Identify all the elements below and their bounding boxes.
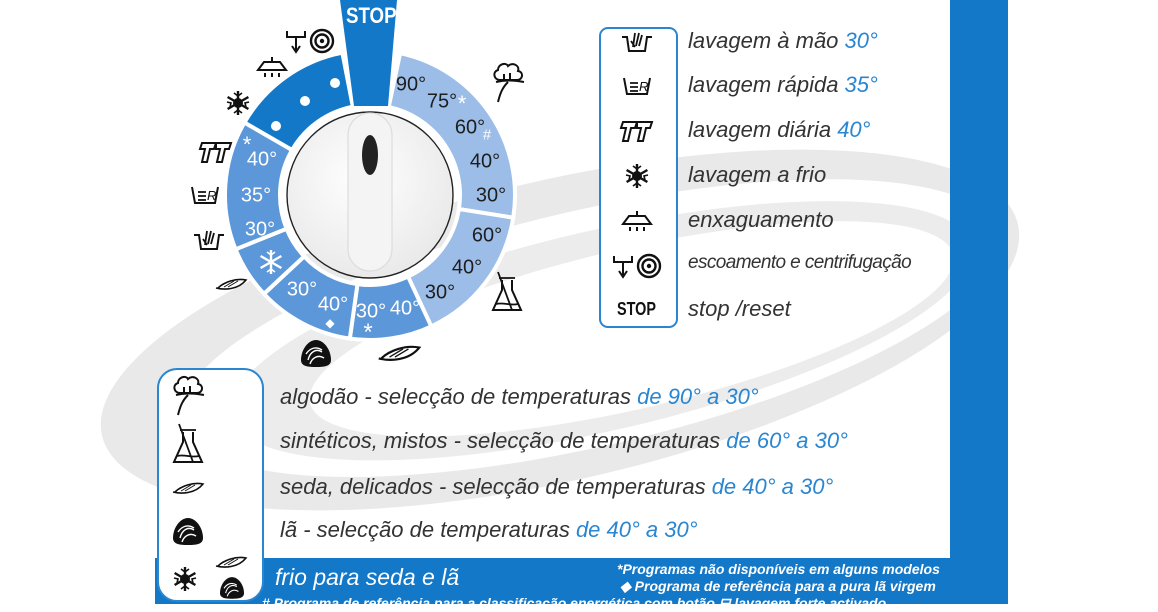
flask-icon <box>490 270 524 321</box>
note-asterisk: *Programas não disponíveis em alguns mod… <box>617 561 940 577</box>
dial-stop-label: STOP <box>346 3 397 28</box>
asterisk-mark: * <box>242 132 252 157</box>
program-temp: 30° <box>844 28 878 53</box>
program-label: lavagem rápida 35° <box>688 72 878 98</box>
dial-temp: 40° <box>469 150 501 173</box>
program-label: escoamento e centrifugação <box>688 252 912 274</box>
note-hash-text: # Programa de referência para a classifi… <box>262 595 715 611</box>
fabric-name: sintéticos, mistos - selecção de tempera… <box>280 428 727 453</box>
wool-icon <box>172 516 204 551</box>
fabric-name: lã - selecção de temperaturas <box>280 517 576 542</box>
fabric-range: de 40° a 30° <box>711 474 834 499</box>
program-temp: 35° <box>844 72 878 97</box>
feather-icon <box>214 554 248 575</box>
dial-temp: 40° <box>246 148 278 171</box>
program-name: stop /reset <box>688 296 791 321</box>
daily-wash-icon <box>198 140 234 169</box>
footer-bar <box>155 558 1008 604</box>
program-name: lavagem a frio <box>688 162 827 187</box>
stop-segment[interactable] <box>340 0 397 106</box>
dial-temp: 30° <box>355 300 387 323</box>
dial-temp: 40° <box>317 293 349 316</box>
svg-text:R: R <box>639 79 648 94</box>
dial-temp: 30° <box>244 218 276 241</box>
asterisk-mark: * <box>457 91 467 116</box>
step-dot <box>330 78 340 88</box>
dial-temp: 30° <box>475 184 507 207</box>
fabric-name: seda, delicados - selecção de temperatur… <box>280 474 712 499</box>
step-dot <box>271 121 281 131</box>
dial-temp: 90° <box>395 73 427 96</box>
rapid-wash-icon: R <box>622 76 652 101</box>
program-name: lavagem à mão <box>688 28 845 53</box>
cold-silk-wool-label: frio para seda e lã <box>275 564 460 590</box>
dial-temp: 60° <box>454 116 486 139</box>
note-hash-text-end: lavagem forte activado <box>734 595 887 611</box>
rinse-icon <box>620 209 654 238</box>
daily-wash-icon <box>619 119 655 148</box>
dial-temp: 40° <box>451 256 483 279</box>
hand-wash-icon <box>620 29 654 60</box>
svg-text:R: R <box>207 188 216 203</box>
cotton-icon <box>170 373 206 422</box>
stop-icon: STOP <box>617 299 656 319</box>
fabric-legend-box <box>157 368 264 602</box>
diamond-mark: ◆ <box>325 316 335 330</box>
wool-icon <box>300 338 332 373</box>
note-diamond: ◆ Programa de referência para a pura lã … <box>620 578 936 594</box>
program-name: escoamento e centrifugação <box>688 252 912 273</box>
cotton-icon <box>490 60 526 109</box>
fabric-range: de 60° a 30° <box>726 428 848 453</box>
heavy-wash-icon: ⊟ <box>718 595 731 611</box>
program-label: lavagem a frio <box>688 162 826 188</box>
snowflake-icon <box>172 566 198 597</box>
drain-spin-icon <box>612 252 662 285</box>
program-label: lavagem diária 40° <box>688 117 870 143</box>
rinse-icon <box>255 55 289 84</box>
feather-icon <box>214 276 248 297</box>
dial-temp: 60° <box>471 224 503 247</box>
fabric-label: sintéticos, mistos - selecção de tempera… <box>280 428 848 454</box>
rapid-wash-icon: R <box>190 185 220 210</box>
feather-icon <box>376 342 422 369</box>
drain-spin-icon <box>285 27 335 60</box>
snowflake-icon <box>624 163 650 194</box>
fabric-name: algodão - selecção de temperaturas <box>280 384 638 409</box>
fabric-range: de 40° a 30° <box>575 517 698 542</box>
snowflake-icon <box>258 249 284 280</box>
fabric-range: de 90° a 30° <box>637 384 759 409</box>
dial-temp: 75° <box>426 90 458 113</box>
step-dot <box>300 96 310 106</box>
fabric-label: algodão - selecção de temperaturas de 90… <box>280 384 759 410</box>
feather-icon <box>171 480 205 501</box>
side-color-band <box>950 0 1008 604</box>
dial-temp: 35° <box>240 184 272 207</box>
program-name: enxaguamento <box>688 207 834 232</box>
hand-wash-icon <box>192 227 226 258</box>
snowflake-icon <box>225 90 251 121</box>
hash-mark: # <box>482 126 492 144</box>
dial-temp: 30° <box>286 278 318 301</box>
asterisk-mark: * <box>363 319 373 346</box>
dial-temp: 40° <box>389 297 421 320</box>
program-name: lavagem rápida <box>688 72 845 97</box>
wool-icon <box>219 576 245 604</box>
dial-temp: 30° <box>424 281 456 304</box>
program-label: lavagem à mão 30° <box>688 28 878 54</box>
selector-knob[interactable] <box>286 111 454 279</box>
fabric-label: lã - selecção de temperaturas de 40° a 3… <box>280 517 698 543</box>
fabric-label: seda, delicados - selecção de temperatur… <box>280 474 833 500</box>
program-label: stop /reset <box>688 296 791 322</box>
flask-icon <box>171 422 205 473</box>
program-name: lavagem diária <box>688 117 838 142</box>
program-label: enxaguamento <box>688 207 834 233</box>
program-temp: 40° <box>837 117 871 142</box>
